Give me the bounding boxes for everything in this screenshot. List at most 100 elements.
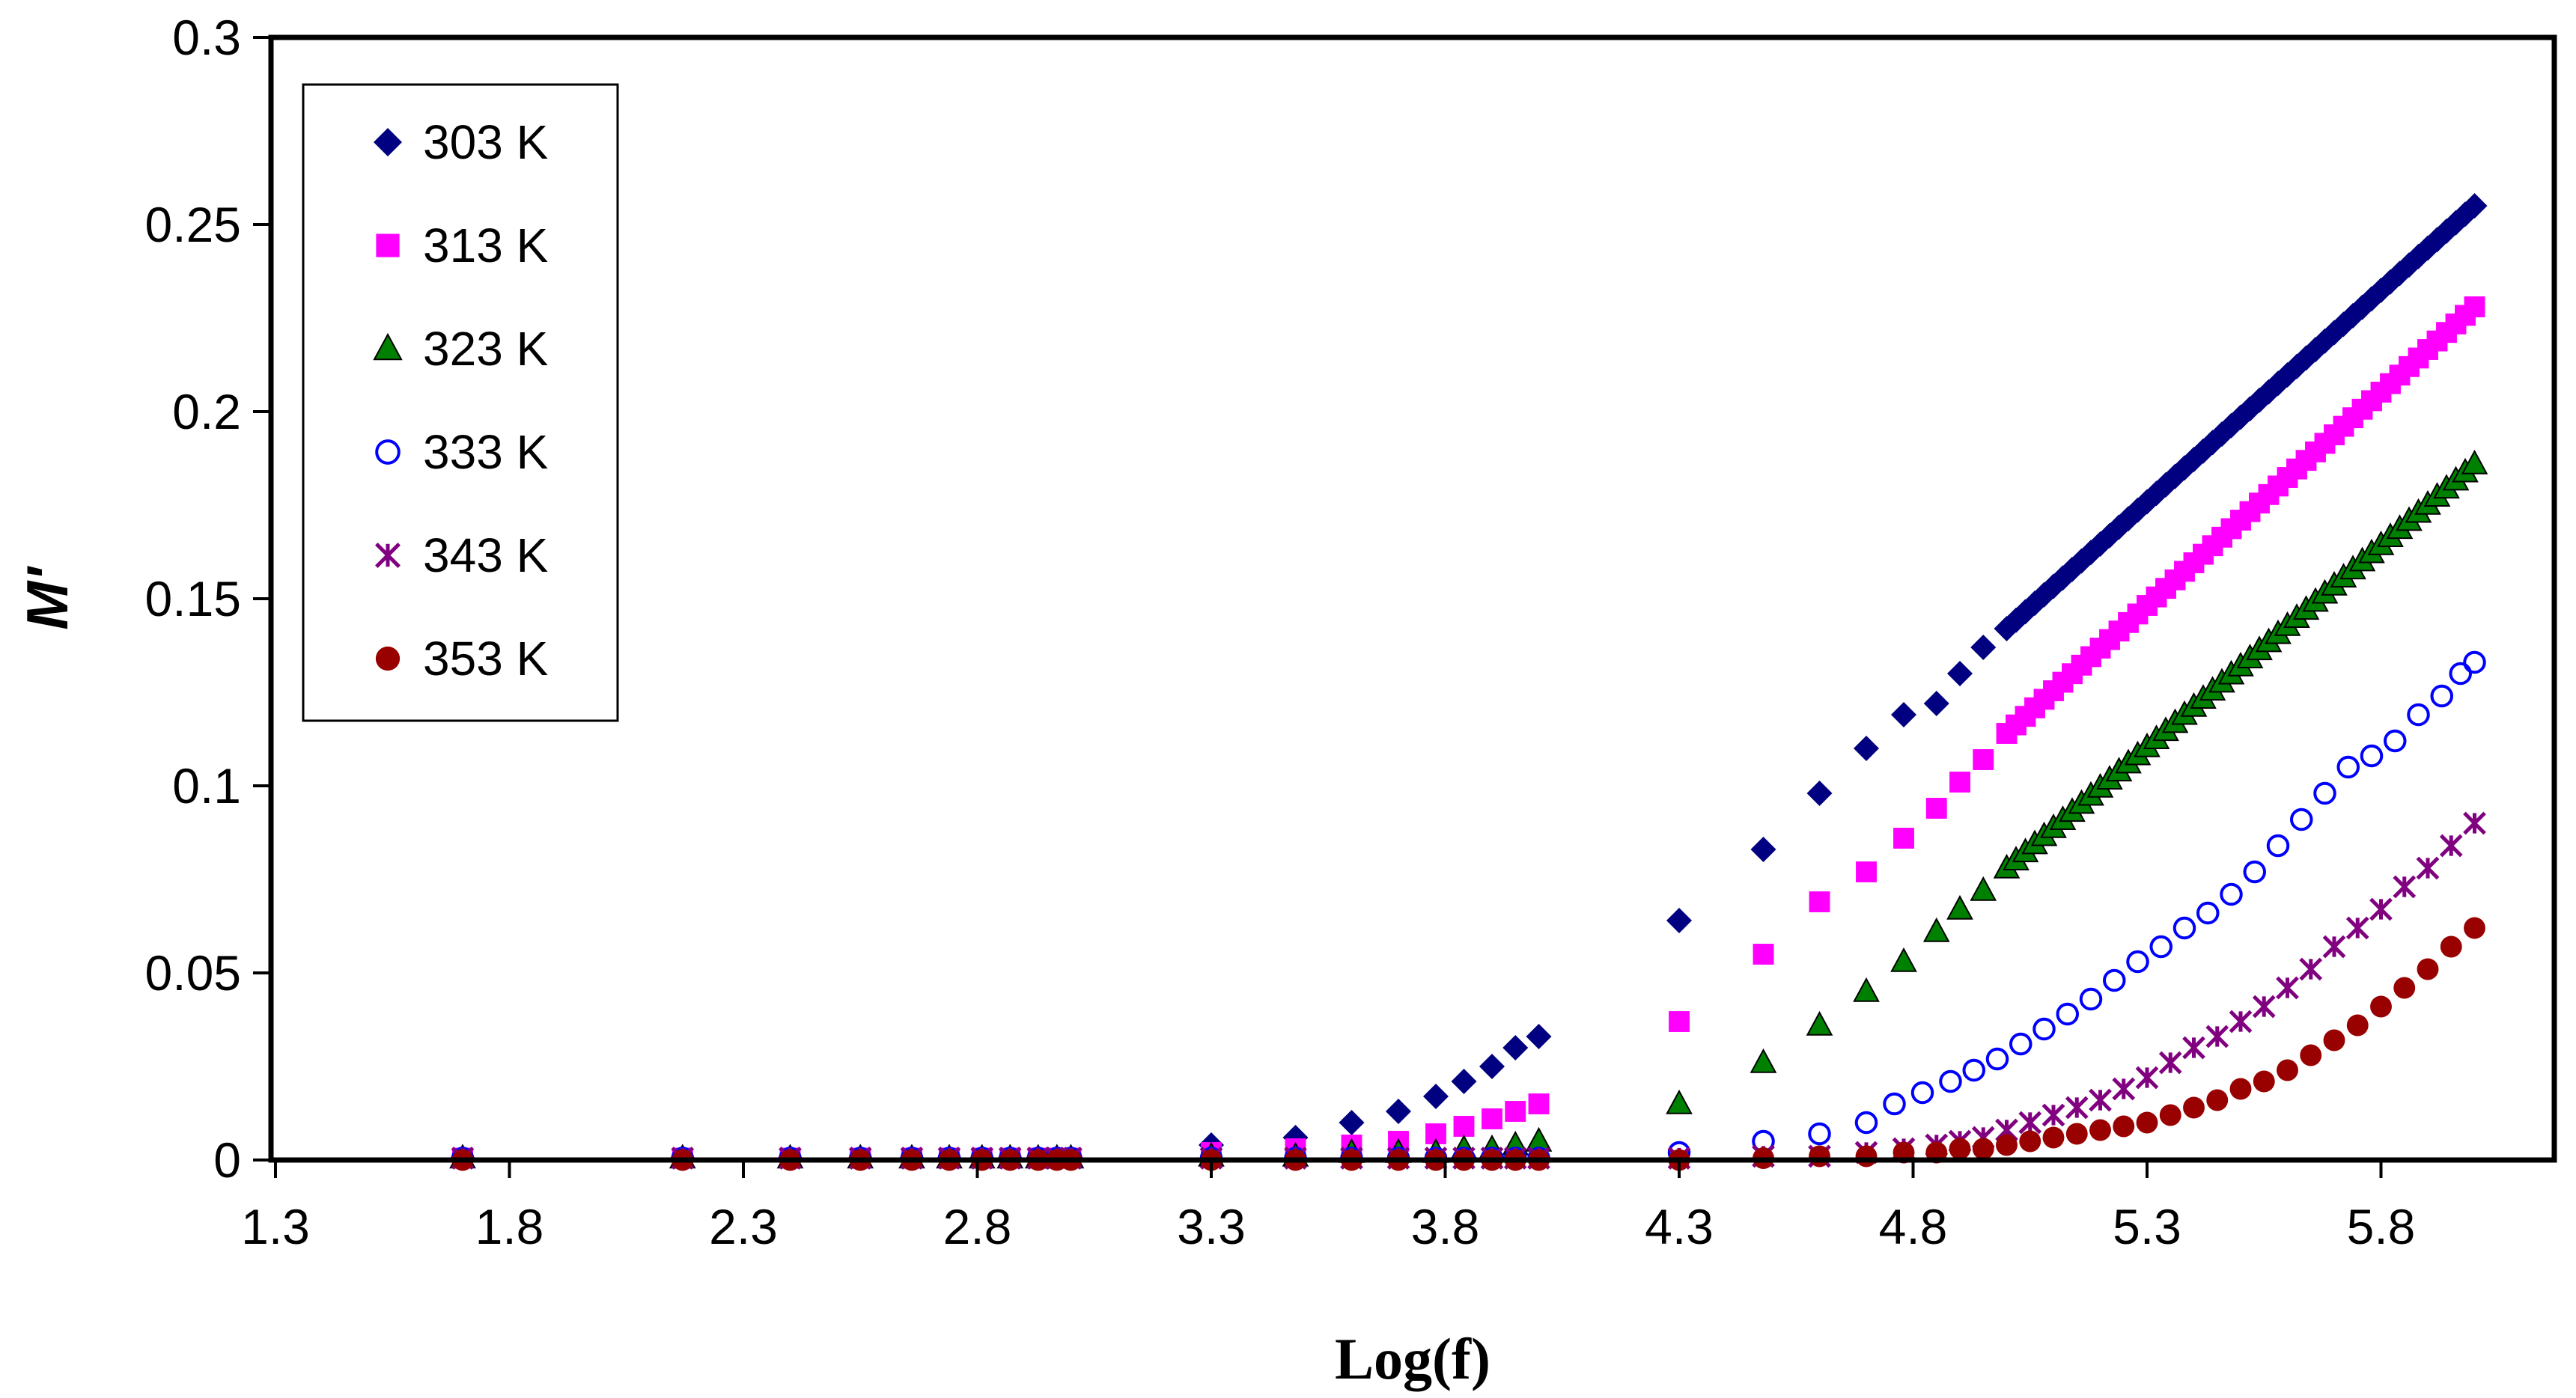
x-tick-label: 5.3 <box>2113 1199 2181 1254</box>
data-point <box>1947 661 1973 686</box>
legend-marker <box>375 439 401 465</box>
data-point <box>1809 1145 1830 1167</box>
data-point <box>2065 1096 2089 1120</box>
y-axis-title: M' <box>14 566 80 630</box>
data-point <box>2206 1089 2229 1111</box>
data-point <box>2056 1002 2080 1026</box>
data-point <box>2440 935 2462 958</box>
data-point <box>2276 976 2299 1000</box>
legend-marker <box>375 543 401 568</box>
data-point <box>2461 449 2488 474</box>
data-point <box>2369 897 2393 921</box>
data-point <box>1479 1054 1505 1079</box>
data-point <box>2159 1104 2181 1126</box>
data-point <box>2393 875 2417 899</box>
data-point <box>2360 744 2384 768</box>
data-point <box>1855 1145 1878 1167</box>
data-point <box>2079 987 2103 1011</box>
data-point <box>2065 1123 2088 1145</box>
data-point <box>1505 1101 1526 1122</box>
legend-box <box>302 83 619 722</box>
data-point <box>2393 977 2416 999</box>
data-point <box>1962 1058 1986 1082</box>
data-point <box>2018 1111 2042 1135</box>
data-point <box>2289 808 2313 831</box>
data-point <box>2172 916 2196 940</box>
data-point <box>1502 1035 1529 1060</box>
data-point <box>2346 1014 2369 1037</box>
data-point <box>1451 1069 1477 1094</box>
data-point <box>1482 1108 1502 1129</box>
data-point <box>1970 876 1997 901</box>
data-point <box>1806 1010 1833 1036</box>
data-point <box>1339 1110 1365 1135</box>
y-tick-label: 0.25 <box>145 197 241 252</box>
legend-label: 303 K <box>423 115 548 169</box>
data-point <box>1922 917 1950 942</box>
data-point <box>1949 1138 1971 1160</box>
data-point <box>2430 684 2454 708</box>
data-point <box>2253 1070 2275 1093</box>
data-point <box>2336 755 2360 779</box>
y-tick-label: 0 <box>213 1132 241 1188</box>
data-point <box>1985 1047 2009 1071</box>
legend-label: 343 K <box>423 528 548 582</box>
data-point <box>1386 1099 1411 1124</box>
data-point <box>1669 1011 1690 1032</box>
data-point <box>1854 736 1879 761</box>
data-point <box>1893 828 1914 849</box>
data-point <box>2112 1077 2136 1101</box>
data-point <box>2417 958 2439 980</box>
legend-marker <box>376 233 400 257</box>
data-point <box>2089 1119 2111 1141</box>
data-point <box>2256 379 2282 405</box>
x-tick-label: 3.8 <box>1411 1199 1480 1254</box>
data-point <box>2019 1130 2041 1153</box>
x-tick-label: 1.3 <box>241 1199 310 1254</box>
legend-marker <box>374 128 402 156</box>
x-tick-label: 4.8 <box>1879 1199 1948 1254</box>
data-point <box>1750 1048 1777 1073</box>
x-tick-label: 2.8 <box>943 1199 1012 1254</box>
data-point <box>2113 1115 2135 1138</box>
data-point <box>2089 1088 2112 1112</box>
legend: 303 K 313 K 323 K 333 K 343 K 353 K <box>302 83 619 722</box>
data-point <box>1923 691 1949 716</box>
data-point <box>2009 1032 2033 1056</box>
data-point <box>1973 749 1994 770</box>
data-point <box>2266 834 2290 858</box>
data-point <box>1890 947 1917 972</box>
data-point <box>2383 729 2407 753</box>
data-point <box>1910 1081 1934 1105</box>
data-point <box>2182 1036 2205 1060</box>
x-tick-label: 3.3 <box>1177 1199 1246 1254</box>
data-point <box>2370 995 2392 1018</box>
legend-items: 303 K 313 K 323 K 333 K 343 K 353 K <box>373 115 548 686</box>
data-point <box>1883 1092 1906 1116</box>
y-tick-label: 0.05 <box>145 945 241 1001</box>
data-point <box>1666 908 1692 933</box>
data-point <box>1853 977 1880 1002</box>
data-point <box>1891 702 1916 727</box>
y-tick-label: 0.15 <box>145 571 241 626</box>
data-point <box>1750 837 1776 862</box>
x-tick-label: 1.8 <box>475 1199 544 1254</box>
data-point <box>1970 635 1997 660</box>
series-353-k <box>451 917 2485 1171</box>
data-point <box>2243 860 2267 884</box>
data-point <box>2041 1103 2065 1127</box>
data-point <box>2205 1025 2229 1048</box>
data-point <box>1423 1084 1449 1109</box>
data-point <box>1946 894 1973 920</box>
data-point <box>2323 1029 2345 1051</box>
data-point <box>2102 968 2126 992</box>
y-tick-label: 0.3 <box>172 10 241 65</box>
data-point <box>2345 916 2369 940</box>
data-point <box>1925 798 1947 819</box>
x-axis-title: Log(f) <box>1335 1326 1491 1391</box>
plot-marks <box>449 193 2488 1171</box>
legend-marker <box>373 332 403 361</box>
data-point <box>1854 1111 1878 1135</box>
data-point <box>2033 1017 2056 1041</box>
data-point <box>2042 1126 2065 1149</box>
